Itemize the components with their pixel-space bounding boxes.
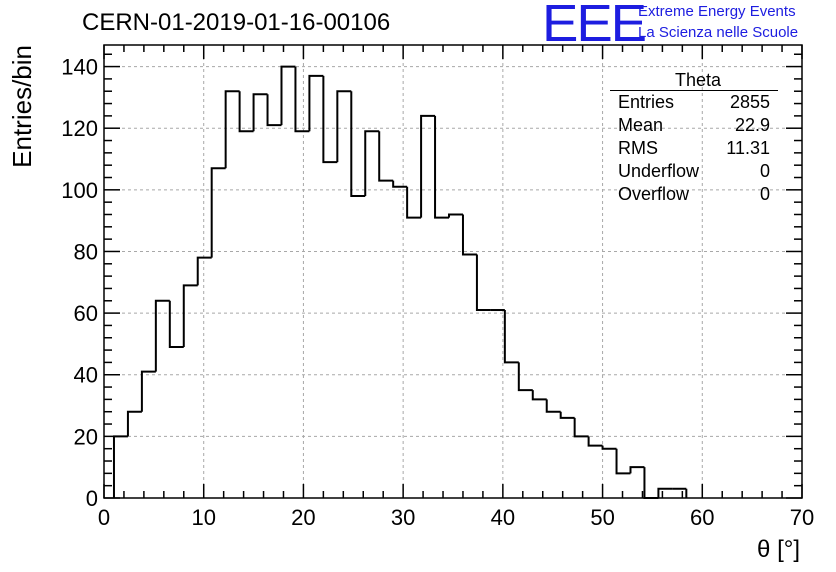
y-tick-label: 100: [61, 178, 98, 203]
histogram-series: [112, 65, 688, 499]
stats-label: Mean: [618, 115, 664, 135]
y-axis-label: Entries/bin: [7, 45, 37, 168]
histogram-bin: [517, 362, 533, 392]
histogram-bin: [657, 487, 673, 498]
stats-label: Underflow: [618, 161, 700, 181]
x-tick-label: 10: [191, 505, 215, 530]
histogram-bin: [629, 466, 645, 474]
histogram-bin: [182, 284, 198, 347]
histogram-bin: [503, 310, 519, 364]
chart-title: CERN-01-2019-01-16-00106: [82, 9, 391, 36]
y-tick-label: 80: [74, 239, 98, 264]
y-tick-label: 0: [86, 486, 98, 511]
histogram-bin: [587, 436, 603, 447]
histogram-bin: [461, 214, 477, 256]
stats-row-underflow: Underflow 0: [610, 160, 778, 183]
x-tick-label: 50: [590, 505, 614, 530]
histogram-bin: [448, 213, 463, 218]
y-tick-label: 120: [61, 116, 98, 141]
x-tick-label: 40: [491, 505, 515, 530]
logo-tagline-1: Extreme Energy Events: [638, 3, 796, 20]
histogram-bin: [336, 90, 352, 163]
stats-row-entries: Entries 2855: [610, 91, 778, 114]
x-axis-label: θ [°]: [757, 536, 800, 563]
x-tick-labels: 0 10 20 30 40 50 60 70: [98, 505, 814, 530]
histogram-bin: [378, 131, 394, 182]
histogram-bin: [406, 186, 422, 219]
histogram-bin: [545, 399, 561, 413]
stats-row-mean: Mean 22.9: [610, 114, 778, 137]
histogram-bin: [224, 90, 240, 169]
stats-label: RMS: [618, 138, 658, 158]
histogram-bin: [531, 390, 547, 401]
histogram-bin: [643, 467, 659, 499]
histogram-bin: [238, 91, 254, 133]
x-tick-label: 60: [690, 505, 714, 530]
histogram-bin: [252, 93, 268, 132]
stats-row-rms: RMS 11.31: [610, 137, 778, 160]
histogram-bin: [420, 114, 436, 218]
stats-value: 0: [759, 161, 770, 181]
stats-value: 2855: [729, 92, 770, 112]
stats-divider: [610, 90, 778, 91]
histogram-bin: [126, 410, 142, 437]
histogram-bin: [350, 91, 366, 197]
stats-value: 0: [759, 184, 770, 204]
stats-value: 22.9: [734, 115, 770, 135]
histogram-bin: [308, 74, 324, 132]
stats-value: 11.31: [726, 138, 770, 158]
histogram-bin: [392, 180, 408, 188]
y-tick-label: 60: [74, 301, 98, 326]
plot-frame: [103, 44, 803, 499]
y-tick-labels: 0 20 40 60 80 100 120 140: [61, 55, 98, 511]
histogram-bin: [573, 417, 589, 438]
eee-logo-mark: EEE: [542, 0, 647, 53]
histogram-bin: [559, 411, 575, 419]
histogram-bin: [168, 300, 184, 348]
stats-title: Theta: [674, 70, 722, 90]
x-tick-label: 70: [790, 505, 814, 530]
x-tick-label: 0: [98, 505, 110, 530]
histogram-bin: [210, 167, 226, 258]
histogram-bin: [154, 299, 170, 372]
tick-marks: [103, 45, 803, 499]
stats-row-overflow: Overflow 0: [610, 183, 778, 206]
histogram-bin: [434, 115, 450, 219]
histogram-bin: [601, 445, 617, 450]
stats-label: Entries: [618, 92, 675, 112]
histogram-bin: [322, 75, 338, 164]
histogram-bin: [196, 256, 212, 286]
axes-frame: [103, 44, 803, 499]
x-tick-label: 30: [391, 505, 415, 530]
histogram-bin: [475, 254, 491, 312]
histogram-bin: [294, 66, 310, 133]
histogram-bin: [615, 448, 631, 475]
y-tick-label: 40: [74, 363, 98, 388]
histogram-bin: [364, 130, 380, 196]
logo-tagline-2: La Scienza nelle Scuole: [638, 24, 799, 41]
stats-label: Overflow: [618, 184, 690, 204]
grid-lines: [104, 45, 802, 498]
histogram-bin: [112, 435, 128, 498]
histogram-bin: [266, 94, 282, 127]
stats-box: Theta Entries 2855 Mean 22.9 RMS 11.31 U…: [610, 70, 778, 206]
histogram-bin: [140, 370, 156, 412]
y-tick-label: 140: [61, 55, 98, 80]
y-tick-label: 20: [74, 424, 98, 449]
histogram-bin: [280, 65, 296, 126]
x-tick-label: 20: [291, 505, 315, 530]
